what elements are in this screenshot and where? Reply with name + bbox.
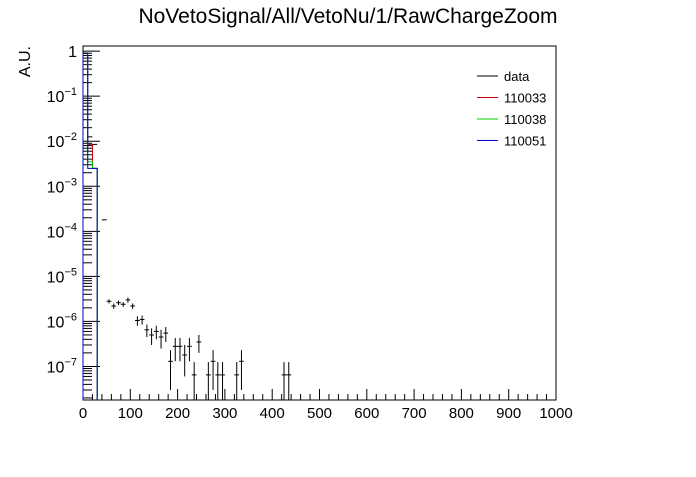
y-tick-label: 10−6 [47,311,77,331]
x-tick-label: 1000 [539,405,572,422]
data-point [135,316,140,326]
legend-entry: 110033 [477,91,546,106]
data-point [234,362,240,400]
x-tick-label: 0 [79,405,87,422]
legend: data 110033 110038 110051 [477,69,546,149]
y-tick-label: 10−5 [47,266,77,286]
data-point [239,350,244,391]
y-axis-label: A.U. [17,46,34,77]
x-tick-label: 400 [260,405,285,422]
data-point [163,327,169,342]
data-point [191,362,197,400]
legend-entry: 110038 [477,112,546,127]
x-tick-label: 700 [402,405,427,422]
data-point [177,337,183,362]
data-point [286,362,292,400]
data-point [281,362,287,400]
data-point [187,337,192,362]
legend-label: 110033 [504,91,546,106]
plot-frame [82,45,557,401]
y-tick-label: 10−7 [47,356,77,376]
data-point [111,303,117,309]
chart-title: NoVetoSignal/All/VetoNu/1/RawChargeZoom [138,5,557,28]
x-tick-label: 800 [449,405,474,422]
data-point [168,350,173,391]
data-point [130,303,136,309]
x-tick-label: 500 [307,405,332,422]
data-point [196,334,202,353]
plot-area: 0 100 200 300 400 500 600 700 800 900 1000 1 10−1 10−… [47,44,573,422]
data-point [139,315,145,325]
x-tick-label: 300 [212,405,237,422]
data-point [116,300,121,306]
data-point [125,297,131,303]
data-point [215,362,221,400]
data-point [158,329,164,349]
data-point [220,362,225,400]
data-point [120,301,126,307]
x-tick-label: 100 [118,405,143,422]
series-110033-line [82,52,98,400]
y-tick-label: 10−1 [47,86,77,106]
series-110051-line [82,52,98,400]
x-tick-label: 200 [165,405,190,422]
data-point [172,337,178,362]
legend-entry: 110051 [477,134,546,149]
y-tick-label: 10−3 [47,176,77,196]
y-tick-label: 10−2 [47,131,77,151]
y-tick-label: 1 [68,44,77,61]
x-tick-label: 900 [496,405,521,422]
x-tick-label: 600 [354,405,379,422]
series-110038-line [82,52,98,400]
data-point [210,350,216,391]
legend-label: 110051 [504,134,546,149]
y-tick-label: 10−4 [47,221,77,241]
data-point [182,344,188,377]
legend-entry: data [477,69,530,84]
data-point [149,328,154,345]
data-point [205,362,211,400]
legend-label: 110038 [504,112,546,127]
data-point [144,324,150,338]
data-point [106,299,112,304]
data-point [153,325,159,340]
legend-label: data [504,69,530,84]
